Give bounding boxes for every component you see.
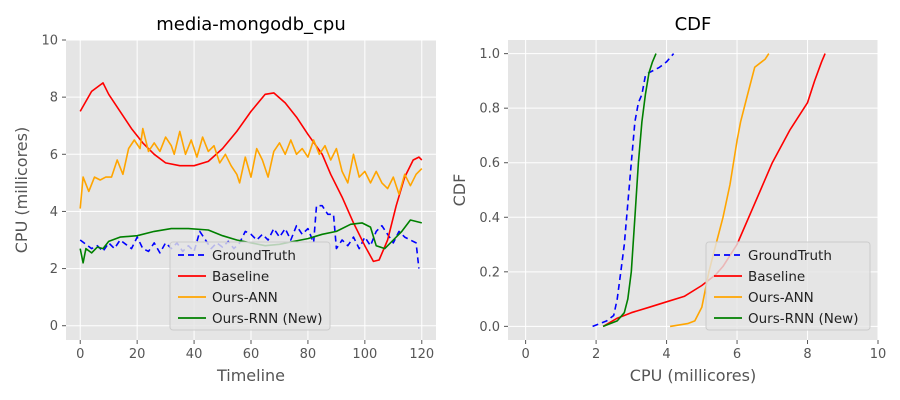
legend: GroundTruth Baseline Ours-ANN Ours-RNN (New…: [169, 241, 331, 331]
chart-panel-1: 0 2 4 6 8 10 0.0 0.2 0.4 0.6 0.8 1.0 CDF CPU (millico…: [450, 14, 886, 385]
x-tick-label: 80: [300, 347, 317, 362]
y-tick-label: 0.6: [479, 156, 500, 171]
y-tick-label: 6: [50, 148, 58, 163]
y-tick-label: 8: [50, 91, 58, 106]
x-tick-label: 40: [186, 347, 203, 362]
x-tick-label: 120: [409, 347, 434, 362]
legend-label: GroundTruth: [212, 248, 296, 264]
x-axis-label: Timeline: [216, 366, 285, 385]
series-line-ours-ann: [669, 53, 770, 328]
legend-box: [169, 241, 331, 331]
y-tick-label: 0.8: [479, 102, 500, 117]
x-tick-label: 60: [243, 347, 260, 362]
legend-label: Baseline: [748, 269, 805, 285]
y-axis-label: CPU (millicores): [12, 127, 31, 253]
x-tick-label: 8: [803, 347, 811, 362]
chart-panel-0: 0 20 40 60 80 100 120 0 2 4 6 8 10 media-mongodb_cpu T…: [12, 14, 436, 385]
series-line-groundtruth: [79, 204, 420, 269]
y-tick-label: 2: [50, 262, 58, 277]
x-tick-label: 100: [352, 347, 377, 362]
chart-title: CDF: [675, 14, 712, 35]
y-tick-label: 0: [50, 319, 58, 334]
legend-box: [705, 241, 871, 331]
legend-label: Ours-RNN (New): [748, 311, 859, 327]
legend-label: GroundTruth: [748, 248, 832, 264]
x-tick-label: 2: [592, 347, 600, 362]
x-tick-label: 20: [129, 347, 146, 362]
x-tick-label: 0: [521, 347, 529, 362]
y-tick-label: 0.0: [479, 320, 500, 335]
series-line-groundtruth: [592, 53, 675, 328]
x-axis-label: CPU (millicores): [630, 366, 756, 385]
y-tick-label: 0.4: [479, 211, 500, 226]
legend-label: Ours-ANN: [212, 290, 278, 306]
series-line-baseline: [79, 82, 423, 263]
legend-label: Baseline: [212, 269, 269, 285]
y-tick-label: 4: [50, 205, 58, 220]
y-tick-label: 1.0: [479, 47, 500, 62]
chart-title: media-mongodb_cpu: [156, 14, 346, 35]
x-tick-label: 4: [662, 347, 670, 362]
x-tick-label: 0: [76, 347, 84, 362]
x-tick-label: 6: [733, 347, 741, 362]
y-tick-label: 10: [41, 34, 58, 49]
series-line-ours-ann: [79, 127, 423, 209]
legend: GroundTruth Baseline Ours-ANN Ours-RNN (New…: [705, 241, 871, 331]
x-tick-label: 10: [870, 347, 887, 362]
legend-label: Ours-RNN (New): [212, 311, 323, 327]
y-axis-label: CDF: [450, 174, 469, 207]
y-tick-label: 0.2: [479, 265, 500, 280]
series-line-ours-rnn-new-: [602, 53, 657, 328]
legend-label: Ours-ANN: [748, 290, 814, 306]
